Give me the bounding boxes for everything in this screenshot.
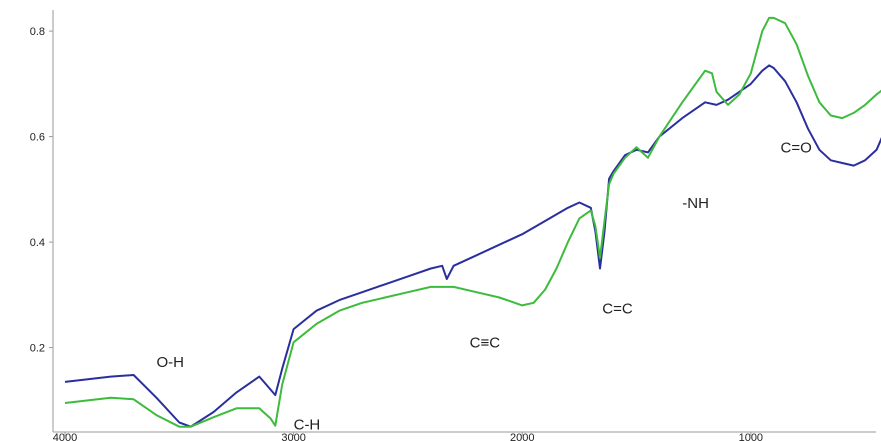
spectrum-series <box>64 16 881 428</box>
y-tick-label: 0.6 <box>30 132 45 144</box>
peak-label: C-H <box>294 416 321 433</box>
x-tick-label: 3000 <box>281 432 305 441</box>
x-tick-label: 2000 <box>510 432 534 441</box>
spectrum-series-1-line <box>64 64 881 428</box>
y-tick-label: 0.2 <box>30 343 45 355</box>
peak-label: C=C <box>602 300 633 317</box>
y-tick-label: 0.4 <box>30 237 45 249</box>
spectrum-series-2-line <box>64 16 881 428</box>
peak-label: O-H <box>156 354 184 371</box>
peak-label: C=O <box>781 139 812 156</box>
x-tick-label: 4000 <box>53 432 77 441</box>
y-tick-label: 0.8 <box>30 26 45 38</box>
peak-label: C≡C <box>470 335 501 352</box>
x-tick-label: 1000 <box>739 432 763 441</box>
peak-label: -NH <box>682 195 709 212</box>
axes-ticks: 0.2 0.4 0.6 0.8 4000 3000 2000 1000 <box>30 26 763 441</box>
peak-annotations: O-H C-H C≡C C=C -NH C=O <box>156 139 811 433</box>
